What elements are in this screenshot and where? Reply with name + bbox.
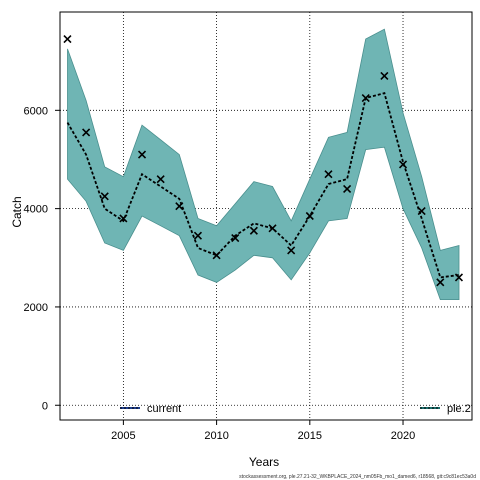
x-axis: 2005 2010 2015 2020 [111,420,415,442]
x-tick-label: 2005 [111,430,135,442]
observed-catch-point [361,93,370,103]
y-axis-title: Catch [10,196,24,227]
x-axis-title: Years [249,455,279,469]
fitted-catch-line [66,92,460,279]
observed-catch-point [63,34,72,44]
observed-catch-point [417,207,426,216]
observed-catch-point [119,214,128,223]
confidence-band-layer [67,28,460,300]
legend-label: ple.2 [447,403,471,415]
y-tick-label: 4000 [24,204,48,216]
legend: current ple.2 [120,403,471,415]
observed-catch-point [454,273,464,282]
observed-catch-point [193,231,203,240]
observed-catch-point [436,278,445,287]
observed-catch-point [305,211,314,221]
observed-catch-point [212,251,221,260]
x-tick-label: 2015 [298,430,322,442]
observed-catch-point [287,246,296,255]
y-tick-label: 6000 [24,105,48,117]
observed-catch-point [268,224,277,233]
x-tick-label: 2020 [391,430,415,442]
y-tick-label: 2000 [24,302,48,314]
footer-note: stockassessment.org, ple.27.21-32_WKBPLA… [239,474,476,480]
x-tick-label: 2010 [204,430,228,442]
observed-catch-point [231,234,240,243]
observed-catch-point [100,192,109,201]
observed-catch-point [249,226,258,235]
observed-catch-point [398,160,408,169]
plot-frame [59,11,473,421]
observed-catch-point [324,170,333,179]
observed-catch-point [156,175,165,184]
y-axis: 0 2000 4000 6000 [24,105,60,412]
fitted-line-layer [66,92,460,279]
observed-points-layer [63,34,464,287]
observed-catch-point [343,184,352,194]
observed-catch-point [380,71,389,80]
observed-catch-point [137,150,147,159]
observed-catch-point [175,202,184,211]
legend-label: current [147,403,181,415]
confidence-band [67,28,460,300]
observed-catch-point [82,128,91,137]
y-tick-label: 0 [42,400,48,412]
